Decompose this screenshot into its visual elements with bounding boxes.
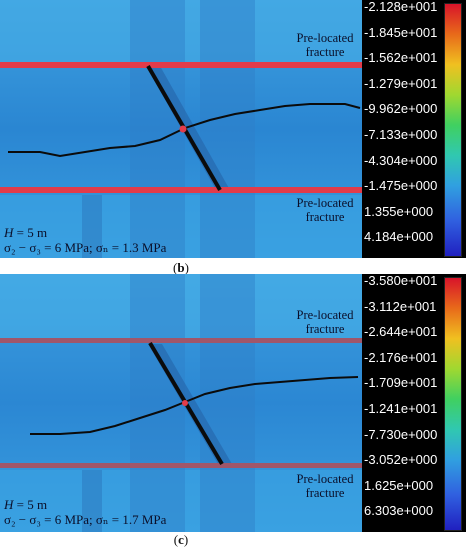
- lower-zone: [0, 195, 362, 258]
- fracture-label-bottom: Pre-located fracture: [296, 472, 354, 500]
- simulation-view-b: Pre-located fracture Pre-located fractur…: [0, 0, 362, 258]
- intersection-point: [182, 400, 188, 406]
- vertical-band: [130, 0, 185, 258]
- colorbar-tick-label: -1.241e+001: [364, 401, 438, 416]
- crack-path: [30, 376, 359, 435]
- fracture-band-bottom: [0, 187, 362, 193]
- upper-zone: [0, 0, 362, 62]
- panel-c: Pre-located fracture Pre-located fractur…: [0, 273, 466, 550]
- fracture-band-bottom: [0, 463, 362, 468]
- colorbar-tick-label: 6.303e+000: [364, 503, 434, 519]
- colorbar-tick-label: -2.644e+001: [364, 324, 438, 340]
- colorbar-tick-label: -3.052e+000: [364, 452, 438, 468]
- colorbar-labels-b: -2.128e+001 -1.845e+001 -1.562e+001 -1.279e…: [364, 0, 444, 258]
- params-line-2: σ₂ − σ₃ = 6 MPa; σₙ = 1.7 MPa: [4, 512, 167, 527]
- colorbar-tick-label: -1.279e+001: [364, 75, 438, 91]
- panel-b: Pre-located fracture Pre-located fractur…: [0, 0, 466, 275]
- colorbar-tick-label: 1.625e+000: [364, 477, 434, 493]
- simulation-view-c: Pre-located fracture Pre-located fractur…: [0, 274, 362, 532]
- params-line-2: σ₂ − σ₃ = 6 MPa; σₙ = 1.3 MPa: [4, 240, 167, 255]
- fracture-label-top: Pre-located fracture: [296, 308, 354, 336]
- colorbar-tick-label: -1.709e+001: [364, 375, 438, 391]
- params-line-1: H = 5 m: [4, 497, 48, 512]
- stress-field-b: [0, 0, 362, 258]
- colorbar-tick-label: -9.962e+000: [364, 101, 438, 117]
- colorbar-tick-label: -2.128e+001: [364, 0, 438, 14]
- upper-zone: [0, 274, 362, 340]
- colorbar-labels-c: -3.580e+001 -3.112e+001 -2.644e+001 -2.176e…: [364, 273, 444, 532]
- fracture-band-top: [0, 338, 362, 343]
- colorbar-tick-label: -3.112e+001: [364, 298, 437, 314]
- vertical-band: [82, 195, 102, 258]
- caption-c: (c): [173, 532, 189, 547]
- caption-b: (b): [173, 260, 189, 275]
- colorbar-tick-label: -7.730e+000: [364, 426, 438, 442]
- colorbar-area-c: -3.580e+001 -3.112e+001 -2.644e+001 -2.176e…: [362, 273, 466, 532]
- colorbar-tick-label: -4.304e+000: [364, 152, 438, 168]
- colorbar-c: [444, 277, 462, 531]
- fracture-band-top: [0, 62, 362, 68]
- colorbar-b: [444, 3, 462, 257]
- colorbar-tick-label: -7.133e+000: [364, 127, 438, 142]
- colorbar-area-b: -2.128e+001 -1.845e+001 -1.562e+001 -1.279e…: [362, 0, 466, 258]
- intersection-point: [179, 125, 187, 133]
- colorbar-tick-label: 1.355e+000: [364, 203, 434, 219]
- fracture-label-bottom: Pre-located fracture: [296, 196, 354, 224]
- colorbar-tick-label: 4.184e+000: [364, 229, 434, 245]
- vertical-band: [82, 470, 102, 532]
- vertical-band: [130, 274, 185, 532]
- colorbar-tick-label: -1.475e+000: [364, 178, 438, 194]
- colorbar-tick-label: -2.176e+001: [364, 349, 438, 365]
- colorbar-tick-label: -3.580e+001: [364, 273, 438, 288]
- vertical-band: [200, 274, 255, 532]
- params-line-1: H = 5 m: [4, 225, 48, 240]
- stress-field-c: [0, 274, 362, 532]
- lower-zone: [0, 470, 362, 532]
- fracture-label-top: Pre-located fracture: [296, 31, 354, 59]
- vertical-band: [200, 0, 255, 258]
- colorbar-tick-label: -1.845e+001: [364, 24, 438, 40]
- colorbar-tick-label: -1.562e+001: [364, 50, 438, 66]
